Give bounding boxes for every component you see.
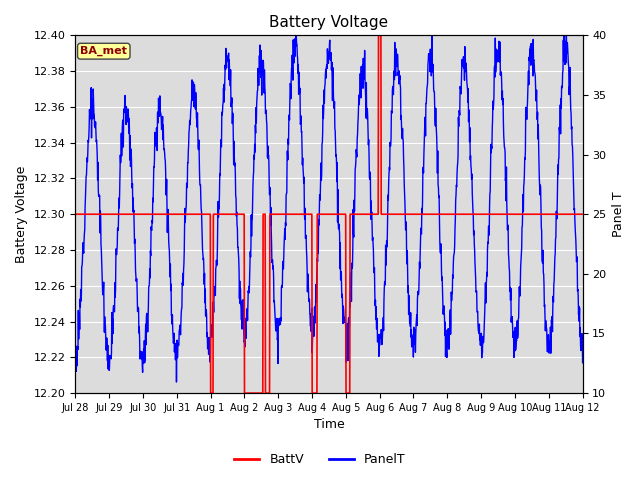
Title: Battery Voltage: Battery Voltage	[269, 15, 388, 30]
Text: BA_met: BA_met	[81, 46, 127, 56]
Legend: BattV, PanelT: BattV, PanelT	[229, 448, 411, 471]
X-axis label: Time: Time	[314, 419, 344, 432]
Y-axis label: Panel T: Panel T	[612, 192, 625, 237]
Y-axis label: Battery Voltage: Battery Voltage	[15, 166, 28, 263]
